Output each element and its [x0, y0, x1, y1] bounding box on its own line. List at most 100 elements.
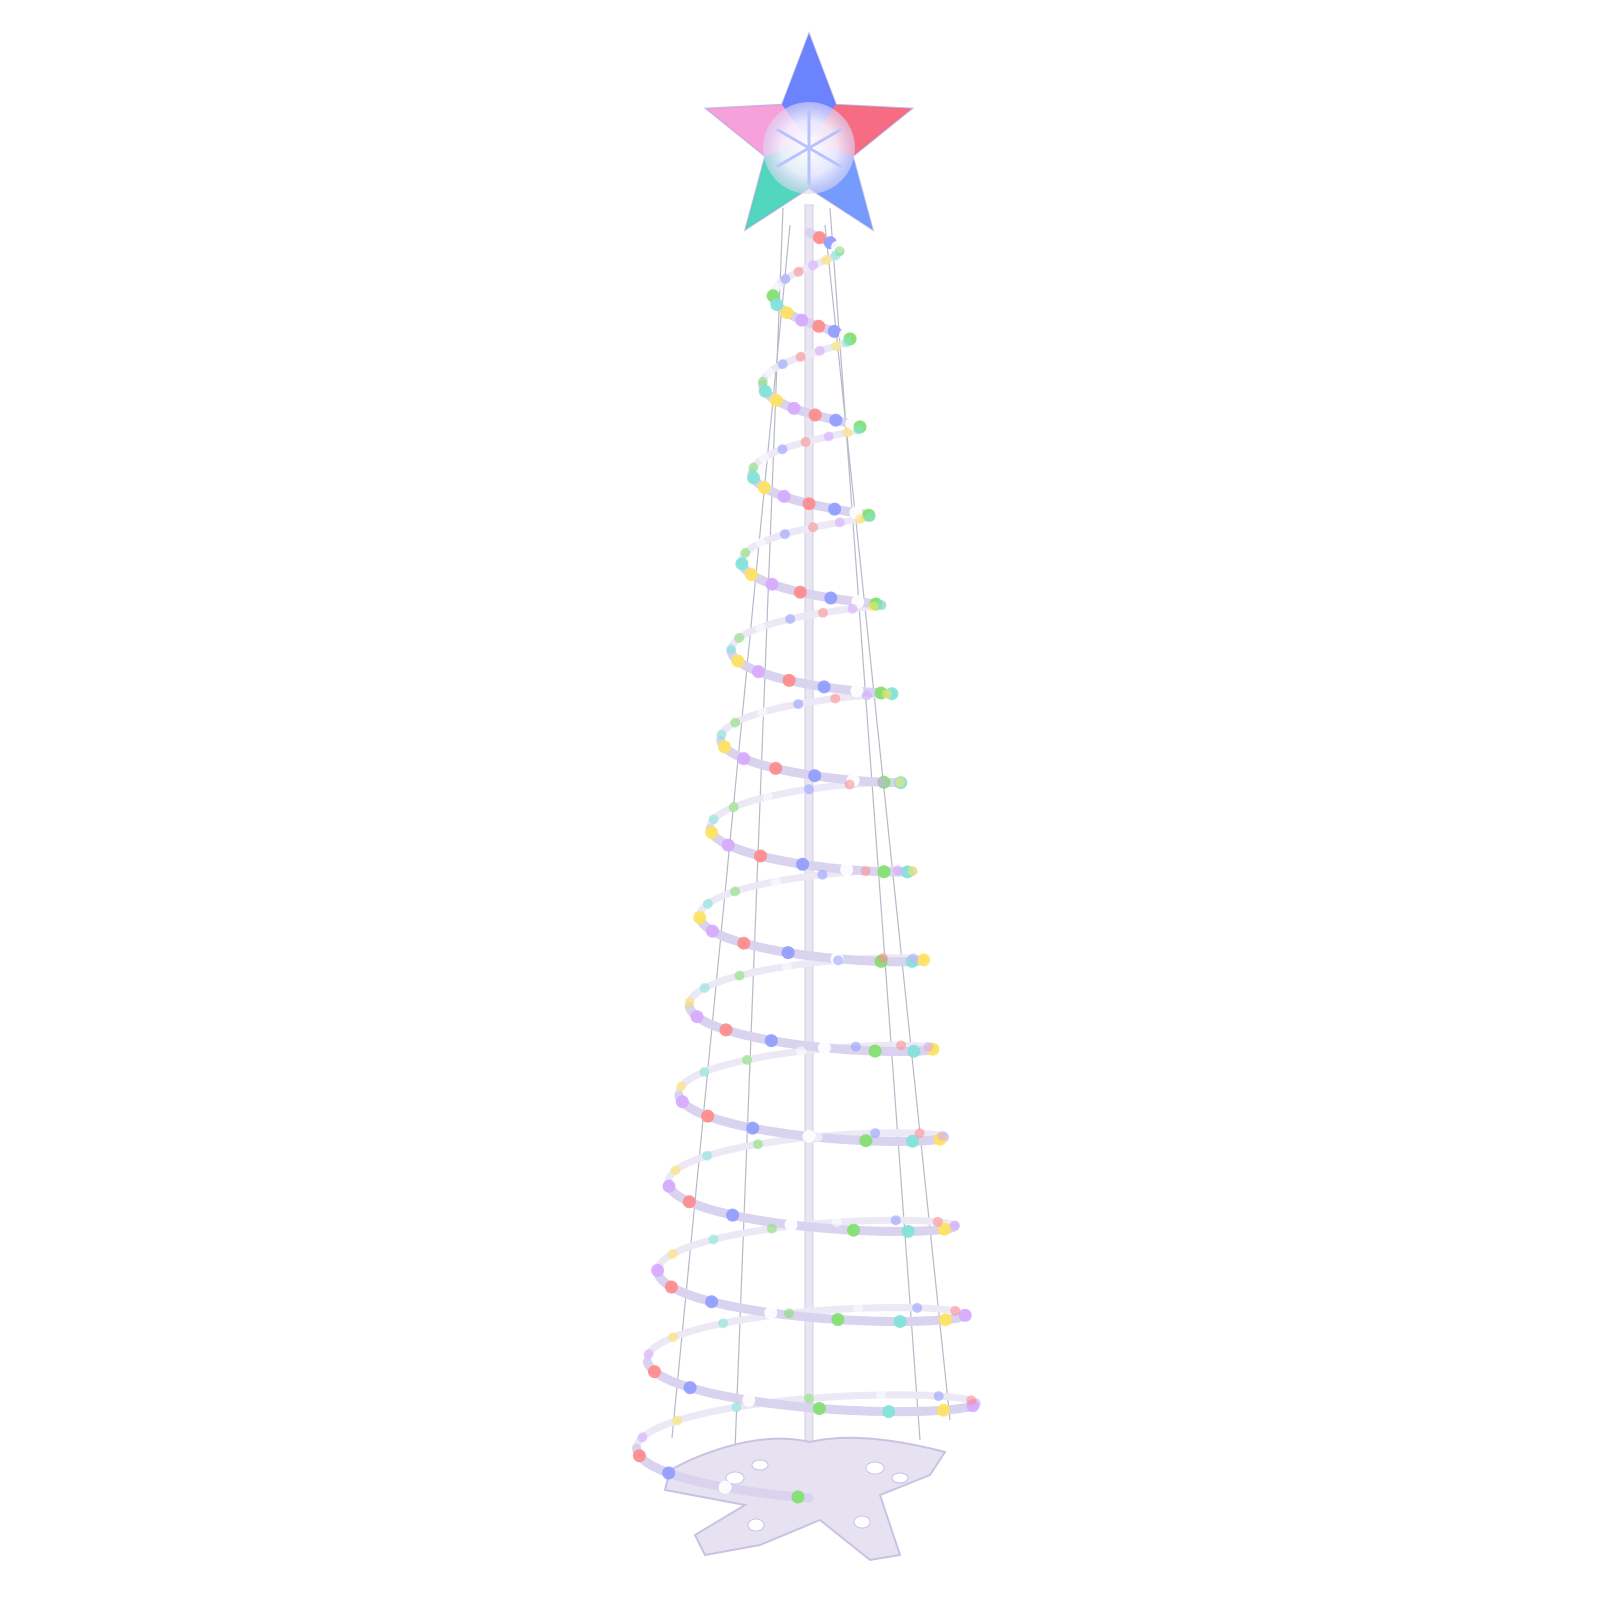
- led-bulb: [906, 1134, 920, 1148]
- led-bulb: [833, 955, 844, 966]
- led-bulb: [831, 341, 842, 352]
- led-bulb: [923, 1041, 934, 1052]
- led-bulb: [881, 689, 892, 700]
- led-bulb: [740, 547, 751, 558]
- led-bulb: [755, 622, 766, 633]
- led-bulb: [667, 1248, 678, 1259]
- led-bulb: [784, 1218, 798, 1232]
- led-bulb: [808, 408, 822, 422]
- led-bulb: [746, 1121, 760, 1135]
- led-bulb: [907, 865, 918, 876]
- led-bulb: [632, 1449, 646, 1463]
- led-bulb: [876, 1390, 886, 1400]
- led-bulb: [939, 1313, 952, 1327]
- led-bulb: [705, 924, 719, 938]
- led-bulb: [868, 1044, 882, 1058]
- led-bulb: [784, 1308, 794, 1319]
- led-bulb: [850, 1041, 861, 1052]
- led-bulb: [861, 690, 872, 701]
- led-bulb: [800, 437, 811, 447]
- led-bulb: [824, 591, 838, 605]
- led-bulb: [719, 1023, 733, 1037]
- led-bulb: [795, 313, 809, 327]
- led-bulb: [737, 936, 751, 950]
- led-bulb: [847, 603, 858, 614]
- led-bulb: [870, 1128, 881, 1139]
- led-bulb: [735, 557, 749, 571]
- led-bulb: [780, 306, 794, 320]
- led-bulb: [966, 1395, 977, 1406]
- led-bulb: [865, 512, 876, 523]
- tree-topper-star: [703, 31, 915, 232]
- led-bulb: [690, 1010, 704, 1024]
- led-bulb: [912, 1302, 923, 1313]
- led-bulb: [668, 1332, 679, 1343]
- led-bulb: [817, 680, 831, 694]
- led-bulb: [936, 1403, 950, 1417]
- led-bulb: [896, 1040, 907, 1051]
- led-bulb: [795, 351, 806, 362]
- led-bulb: [737, 752, 751, 766]
- led-bulb: [747, 471, 760, 485]
- led-bulb: [702, 898, 713, 909]
- led-bulb: [804, 1393, 814, 1404]
- led-bulb: [780, 274, 791, 284]
- led-bulb: [890, 1215, 901, 1226]
- led-bulb: [769, 393, 783, 407]
- snowflake-icon: [776, 110, 842, 186]
- led-bulb: [769, 761, 783, 775]
- led-bulb: [831, 1313, 845, 1326]
- led-bulb: [793, 699, 804, 710]
- led-bulb: [730, 717, 741, 728]
- led-bulb: [907, 1044, 921, 1058]
- led-bulb: [742, 1054, 753, 1065]
- led-bulb: [877, 777, 887, 788]
- led-bulb: [949, 1220, 960, 1231]
- led-bulb: [764, 367, 775, 378]
- led-bulb: [785, 614, 796, 624]
- led-bulb: [734, 632, 745, 643]
- guy-wire: [671, 224, 791, 1439]
- led-bulb: [793, 266, 804, 277]
- led-bulb: [901, 1224, 915, 1238]
- led-bulb: [917, 953, 931, 967]
- led-bulb: [730, 886, 741, 897]
- led-bulb: [834, 517, 845, 528]
- led-bulb: [701, 1109, 715, 1123]
- led-bulb: [781, 946, 795, 960]
- led-bulb: [764, 1306, 778, 1320]
- led-bulb: [844, 779, 855, 790]
- led-bulb: [682, 1195, 696, 1209]
- led-bulb: [937, 1222, 951, 1236]
- led-bulb: [908, 953, 919, 964]
- led-bulb: [770, 298, 784, 311]
- led-bulb: [757, 707, 768, 718]
- led-bulb: [752, 1139, 763, 1150]
- led-bulb: [770, 876, 781, 887]
- led-bulb: [662, 1466, 676, 1480]
- led-bulb: [651, 1263, 665, 1277]
- led-bulb: [764, 1034, 778, 1048]
- led-bulb: [859, 1134, 873, 1148]
- led-bulb: [802, 1129, 816, 1143]
- led-bulb: [684, 997, 695, 1008]
- led-bulb: [853, 1303, 863, 1314]
- led-bulb: [672, 1415, 683, 1426]
- led-bulb: [782, 673, 796, 687]
- led-bulb: [823, 431, 834, 442]
- led-bulb: [755, 537, 766, 548]
- led-bulb: [828, 502, 842, 516]
- led-bulb: [662, 1179, 676, 1193]
- led-bulb: [817, 1041, 831, 1055]
- led-bulb: [937, 1130, 948, 1141]
- led-bulb: [726, 1208, 740, 1222]
- guy-wire: [734, 207, 784, 1451]
- led-bulb: [751, 665, 765, 679]
- led-bulb: [742, 1393, 756, 1407]
- led-bulb: [814, 345, 825, 356]
- led-bulb: [855, 514, 866, 525]
- led-bulb: [718, 1480, 732, 1494]
- led-bulb: [841, 337, 852, 348]
